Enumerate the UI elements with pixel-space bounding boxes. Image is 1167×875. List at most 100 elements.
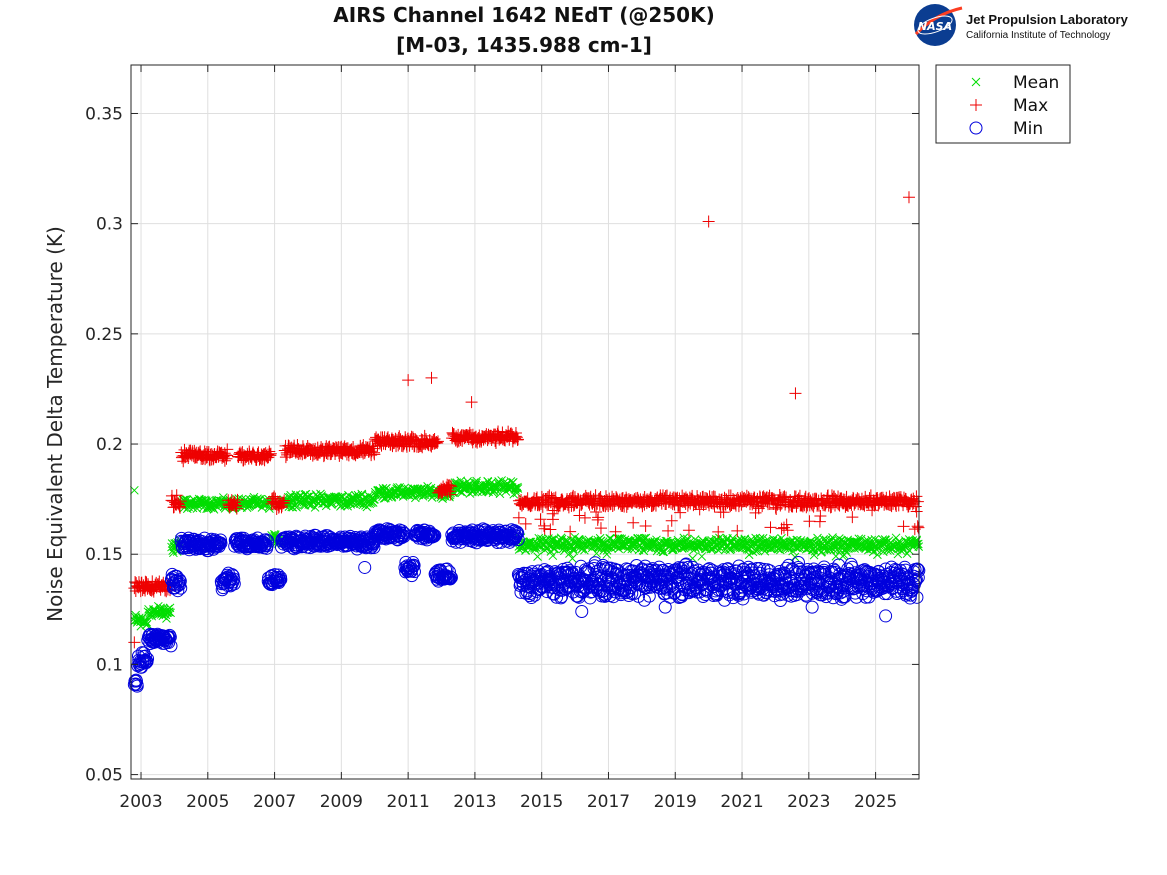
- mean-point: [369, 495, 378, 504]
- mean-point: [697, 552, 707, 561]
- max-point: [780, 518, 793, 531]
- max-point: [578, 511, 591, 524]
- max-point: [912, 521, 925, 534]
- max-point: [657, 494, 670, 507]
- max-point: [731, 524, 744, 537]
- mean-point: [568, 554, 577, 563]
- max-point: [573, 509, 586, 522]
- max-point: [218, 454, 231, 467]
- max-point: [564, 525, 577, 538]
- mean-point: [912, 539, 922, 549]
- x-tick-label: 2021: [720, 792, 763, 812]
- legend-label-max: Max: [1013, 96, 1048, 116]
- mean-point: [806, 536, 816, 546]
- plot-area: [131, 65, 919, 779]
- max-point: [445, 480, 458, 493]
- grid-lines: [131, 65, 919, 779]
- legend-label-mean: Mean: [1013, 73, 1059, 93]
- max-outlier-point: [902, 191, 915, 204]
- mean-point: [854, 534, 864, 544]
- max-point: [846, 511, 859, 524]
- max-point: [538, 519, 551, 532]
- mean-point: [510, 483, 520, 493]
- mean-point: [623, 544, 632, 554]
- max-point: [609, 525, 622, 538]
- max-point: [814, 510, 827, 523]
- mean-point: [166, 608, 175, 618]
- max-point: [769, 501, 782, 514]
- chart-title-line1: AIRS Channel 1642 NEdT (@250K): [333, 3, 714, 27]
- max-outlier-point: [425, 371, 438, 384]
- legend-label-min: Min: [1013, 119, 1043, 139]
- max-point: [813, 515, 826, 528]
- mean-point: [662, 536, 672, 546]
- max-point: [278, 494, 291, 507]
- y-tick-label: 0.05: [85, 766, 123, 786]
- x-tick-label: 2007: [253, 792, 296, 812]
- y-axis-label: Noise Equivalent Delta Temperature (K): [43, 226, 67, 622]
- max-point: [681, 499, 694, 512]
- mean-point: [368, 498, 378, 507]
- jpl-logo: NASA Jet Propulsion Laboratory Californi…: [914, 4, 1129, 46]
- max-point: [674, 506, 687, 519]
- max-point: [442, 482, 455, 495]
- max-point: [909, 500, 922, 513]
- mean-point: [142, 617, 151, 627]
- mean-point: [513, 484, 523, 493]
- max-point: [639, 520, 652, 533]
- max-point: [781, 524, 794, 537]
- x-tick-label: 2019: [654, 792, 697, 812]
- mean-point: [616, 541, 626, 551]
- mean-outlier-point: [129, 485, 139, 495]
- y-tick-label: 0.3: [96, 215, 123, 235]
- max-point: [231, 493, 244, 506]
- max-point: [430, 436, 443, 449]
- max-point: [221, 443, 234, 456]
- max-outlier-point: [702, 215, 715, 228]
- y-tick-label: 0.2: [96, 435, 123, 455]
- max-point: [230, 502, 243, 515]
- max-point: [431, 437, 444, 450]
- max-point: [463, 426, 476, 439]
- max-point: [368, 448, 381, 461]
- mean-point: [882, 542, 892, 552]
- max-point: [530, 491, 543, 504]
- max-point: [562, 501, 575, 514]
- max-point: [874, 492, 887, 505]
- nasa-badge-text: NASA: [918, 20, 952, 33]
- max-point: [627, 516, 640, 529]
- max-point: [712, 525, 725, 538]
- max-point: [546, 513, 559, 526]
- max-point: [590, 506, 603, 519]
- max-point: [682, 524, 695, 537]
- series-min: [127, 522, 926, 693]
- max-point: [509, 432, 522, 445]
- max-point: [443, 479, 456, 492]
- y-tick-label: 0.1: [96, 655, 123, 675]
- mean-point: [530, 545, 540, 554]
- mean-point: [592, 549, 601, 558]
- y-tick-label: 0.15: [85, 545, 123, 565]
- max-point: [764, 521, 777, 534]
- legend: Mean Max Min: [935, 64, 1071, 144]
- mean-point: [744, 550, 754, 560]
- max-point: [220, 452, 233, 465]
- x-tick-label: 2011: [387, 792, 430, 812]
- data-points: [127, 191, 926, 693]
- mean-point: [569, 546, 579, 556]
- max-point: [579, 489, 592, 502]
- max-point: [910, 505, 923, 518]
- max-point: [911, 520, 924, 533]
- max-point: [140, 576, 153, 589]
- max-point: [662, 524, 675, 537]
- max-point: [910, 490, 923, 503]
- max-point: [229, 499, 242, 512]
- mean-point: [740, 535, 750, 545]
- max-point: [230, 500, 243, 513]
- x-tick-label: 2013: [453, 792, 496, 812]
- max-point: [866, 504, 879, 517]
- mean-point: [513, 482, 522, 492]
- max-point: [365, 445, 378, 458]
- mean-point: [142, 619, 152, 629]
